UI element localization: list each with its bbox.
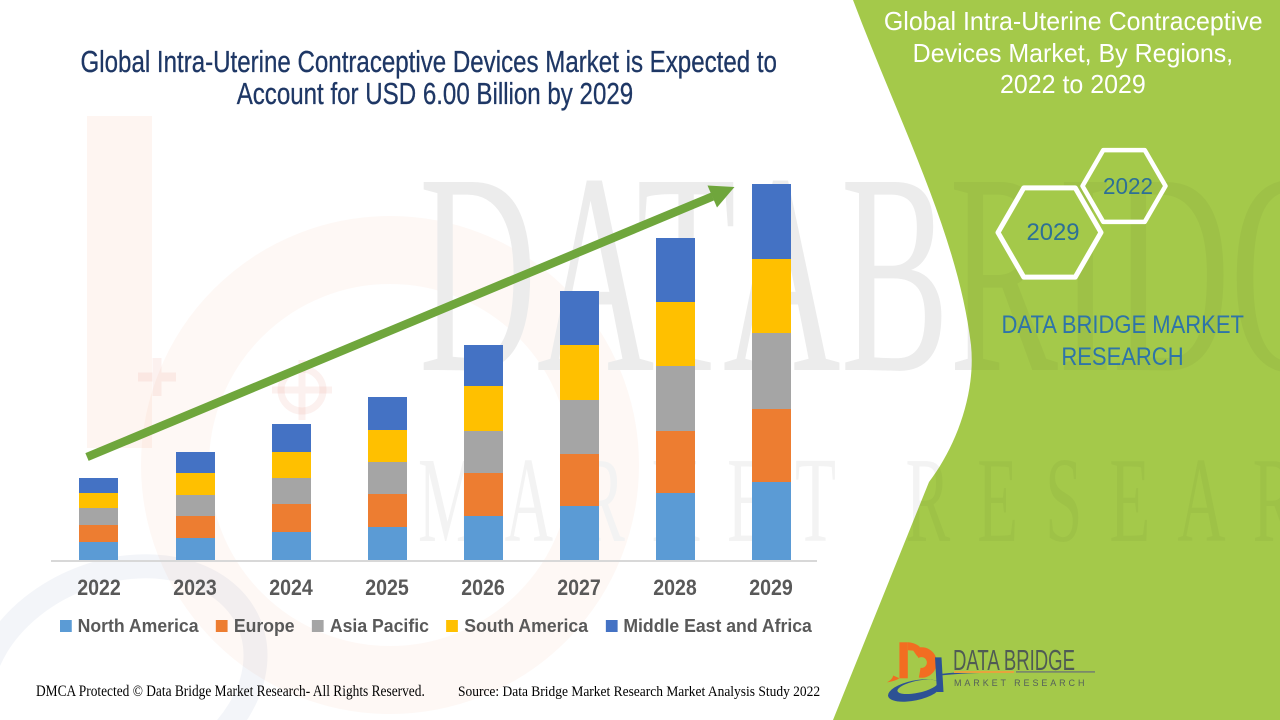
svg-text:2022: 2022 [1103, 173, 1153, 199]
svg-text:2029: 2029 [1027, 219, 1080, 246]
svg-text:DATA BRIDGE: DATA BRIDGE [953, 645, 1075, 677]
svg-text:MARKET RESEARCH: MARKET RESEARCH [954, 678, 1087, 688]
